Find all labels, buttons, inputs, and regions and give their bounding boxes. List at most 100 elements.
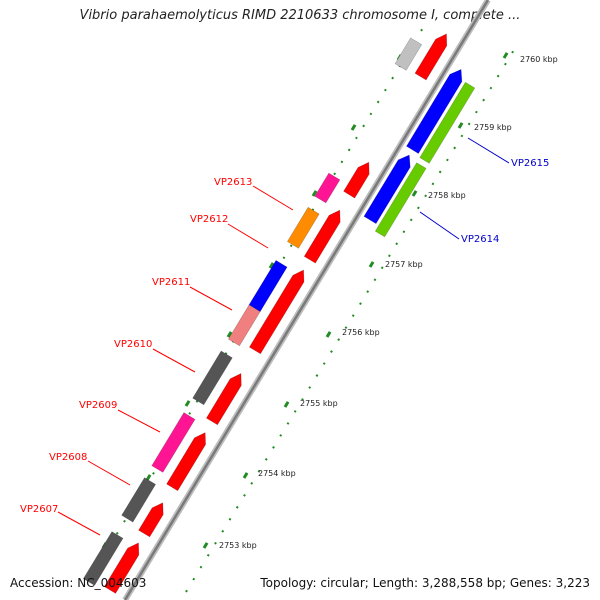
gene-block-red-1 — [138, 502, 164, 538]
gene-block-outer-0 — [82, 531, 124, 586]
gene-block-red-6 — [343, 161, 370, 199]
scale-dot-40 — [475, 110, 478, 114]
gene-block-outer-3 — [192, 350, 233, 406]
gene-label-vp2612[interactable]: VP2612 — [190, 214, 228, 225]
inner-dot-41 — [391, 76, 395, 80]
gene-block-red-0 — [103, 542, 140, 594]
scale-ticks — [185, 50, 514, 593]
gene-label-vp2607[interactable]: VP2607 — [20, 504, 58, 515]
scale-dot-5 — [221, 529, 225, 533]
scale-dot-14 — [286, 422, 290, 425]
inner-major-tick-6 — [350, 124, 357, 131]
scale-dot-3 — [206, 553, 210, 557]
scale-dot-39 — [467, 122, 471, 126]
scale-dot-23 — [351, 314, 355, 318]
gene-block-outer-7 — [314, 172, 341, 204]
scale-dot-42 — [489, 86, 493, 90]
scale-dot-8 — [243, 493, 246, 497]
scale-dot-41 — [482, 98, 486, 102]
scale-dot-24 — [359, 302, 362, 306]
scale-dot-15 — [293, 410, 297, 413]
inner-dot-8 — [152, 471, 155, 475]
scale-dot-34 — [431, 182, 435, 186]
scale-major-tick-0 — [202, 542, 209, 549]
inner-dot-3 — [115, 531, 119, 535]
scale-dot-18 — [315, 374, 319, 377]
scale-major-tick-6 — [457, 122, 464, 129]
connector-right-0 — [419, 211, 460, 240]
gene-block-green-1 — [419, 81, 476, 164]
scale-dot-26 — [373, 278, 377, 282]
scale-dot-22 — [344, 326, 348, 330]
scale-dot-32 — [417, 206, 420, 210]
scale-dot-38 — [460, 134, 464, 138]
scale-dot-19 — [322, 362, 326, 365]
scale-dot-6 — [228, 517, 232, 521]
gene-block-red-3 — [205, 373, 242, 426]
accession-text: Accession: NC_004603 — [10, 576, 147, 590]
scale-dot-20 — [330, 350, 333, 353]
inner-major-tick-4 — [268, 262, 275, 269]
scale-major-tick-3 — [325, 331, 332, 338]
gene-block-blue-1 — [406, 68, 463, 154]
inner-dot-4 — [123, 519, 126, 523]
gene-block-red-2 — [166, 432, 206, 492]
scale-dot-36 — [446, 158, 449, 162]
label-connectors — [57, 137, 510, 536]
gene-block-blue-0 — [363, 154, 411, 225]
gene-label-vp2611[interactable]: VP2611 — [152, 277, 190, 288]
connector-left-3 — [152, 348, 196, 373]
gene-block-outer-1 — [121, 477, 157, 523]
gene-label-vp2615[interactable]: VP2615 — [511, 158, 549, 169]
scale-dot-37 — [453, 146, 457, 150]
inner-major-tick-1 — [145, 474, 152, 481]
gene-label-vp2610[interactable]: VP2610 — [114, 339, 152, 350]
scale-dot-4 — [214, 541, 217, 545]
scale-dot-30 — [402, 230, 406, 234]
inner-dot-34 — [340, 160, 344, 164]
scale-label-2757: 2757 kbp — [385, 260, 423, 269]
inner-dot-13 — [188, 412, 192, 415]
scale-dot-16 — [301, 398, 304, 401]
gene-label-vp2614[interactable]: VP2614 — [461, 234, 499, 245]
connector-left-5 — [227, 223, 269, 249]
connector-left-4 — [189, 286, 233, 311]
scale-label-2760: 2760 kbp — [520, 55, 558, 64]
scale-dot-11 — [264, 457, 268, 461]
scale-dot-13 — [279, 434, 283, 437]
connector-right-1 — [467, 137, 510, 164]
gene-label-vp2613[interactable]: VP2613 — [214, 177, 252, 188]
gene-block-red-7 — [414, 33, 448, 81]
scale-dot-31 — [409, 218, 413, 222]
scale-major-tick-1 — [242, 472, 249, 479]
inner-dot-35 — [347, 148, 351, 152]
scale-major-tick-4 — [368, 261, 375, 268]
inner-dot-38 — [369, 112, 373, 116]
gene-block-outer-5 — [248, 259, 288, 313]
scale-dot-10 — [257, 469, 261, 473]
scale-dot-43 — [496, 74, 500, 78]
gene-block-red-4 — [248, 269, 305, 355]
scale-dot-9 — [250, 481, 254, 485]
scale-major-tick-2 — [283, 401, 290, 408]
inner-dot-37 — [362, 124, 366, 128]
scale-dot-44 — [504, 62, 507, 66]
scale-dot-25 — [366, 290, 370, 294]
scale-dot-0 — [185, 589, 188, 593]
scale-dot-29 — [395, 242, 399, 246]
gene-label-vp2609[interactable]: VP2609 — [79, 400, 117, 411]
gene-features — [82, 33, 476, 594]
inner-major-tick-3 — [226, 331, 233, 338]
connector-left-6 — [252, 185, 294, 211]
scale-dot-7 — [235, 505, 239, 509]
gene-block-red-5 — [303, 209, 341, 264]
gene-label-vp2608[interactable]: VP2608 — [49, 452, 87, 463]
scale-dot-21 — [337, 338, 341, 341]
scale-dot-45 — [511, 50, 514, 54]
map-title: Vibrio parahaemolyticus RIMD 2210633 chr… — [79, 8, 521, 23]
backbone-inner — [123, 0, 490, 600]
scale-label-2756: 2756 kbp — [342, 328, 380, 337]
gene-block-outer-8 — [394, 37, 423, 71]
scale-dot-33 — [424, 194, 428, 198]
